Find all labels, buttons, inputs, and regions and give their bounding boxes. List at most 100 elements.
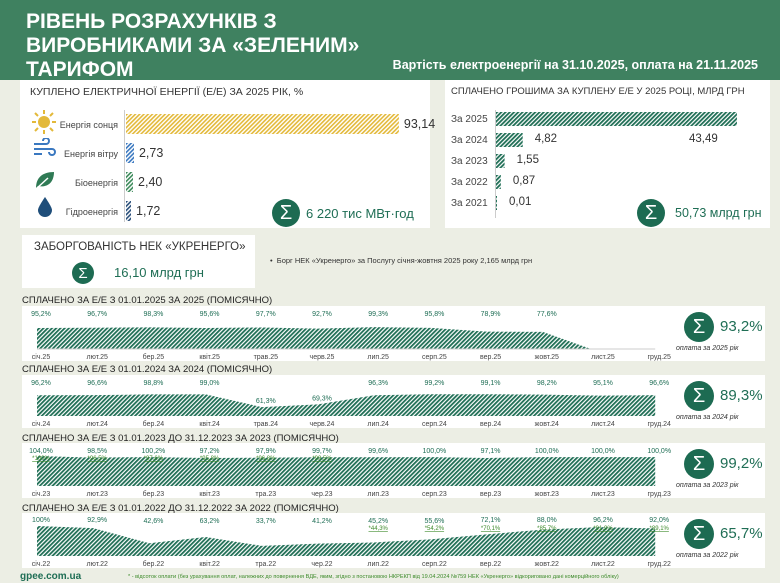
data-label: 45,2% <box>368 518 388 525</box>
area-series <box>37 456 656 486</box>
bar <box>496 112 737 126</box>
data-label: 55,6% <box>424 518 444 525</box>
x-tick-label: жовт.24 <box>535 421 559 428</box>
x-tick-label: груд.25 <box>647 354 671 361</box>
x-tick-label: лют.24 <box>87 421 108 428</box>
x-tick-label: лист.25 <box>591 354 615 361</box>
x-tick-label: лип.22 <box>367 561 389 568</box>
data-label: 95,2% <box>31 311 51 318</box>
bar <box>126 114 399 134</box>
sun-icon <box>32 110 56 139</box>
sum-icon: Σ <box>684 381 714 411</box>
bar-value: 2,73 <box>138 146 164 160</box>
data-label: 63,2% <box>200 518 220 525</box>
area-series <box>37 394 656 416</box>
data-label: 97,1% <box>481 448 501 455</box>
x-tick-label: трав.25 <box>254 354 279 361</box>
category-label: За 2023 <box>451 156 488 167</box>
x-tick-label: чер.23 <box>311 491 332 498</box>
data-label: 61,3% <box>256 398 276 405</box>
data-label: 99,1% <box>481 380 501 387</box>
data-label: 96,2% <box>593 517 613 524</box>
annual-payment-percent: 89,3% <box>720 387 763 404</box>
annual-payment-percent: 65,7% <box>720 525 763 542</box>
leaf-icon <box>34 170 56 195</box>
data-sublabel: *89,1% <box>650 526 670 532</box>
area-chart: січ.23 104,0%*100% лют.23 98,5%*96,5% бер.23… <box>29 448 671 498</box>
annual-payment-caption: оплата за 2024 рік <box>676 414 739 421</box>
water-drop-icon <box>38 197 52 222</box>
category-label: За 2024 <box>451 135 488 146</box>
bar <box>496 196 497 210</box>
bar-value: 1,55 <box>516 154 539 166</box>
data-label: 98,8% <box>143 380 163 387</box>
debt-panel: ЗАБОРГОВАНІСТЬ НЕК «УКРЕНЕРГО» Σ 16,10 м… <box>22 235 255 288</box>
data-label: 98,3% <box>143 311 163 318</box>
data-label: 95,8% <box>424 311 444 318</box>
data-label: 99,2% <box>424 380 444 387</box>
paid-money-title: СПЛАЧЕНО ГРОШИМА ЗА КУПЛЕНУ Е/Е У 2025 Р… <box>451 86 745 97</box>
bar <box>496 154 505 168</box>
x-tick-label: лист.23 <box>591 491 615 498</box>
data-label: 92,0% <box>649 517 669 524</box>
data-sublabel: *97,6% <box>144 456 164 462</box>
data-label: 33,7% <box>256 518 276 525</box>
footer-site[interactable]: gpee.com.ua <box>20 571 82 582</box>
x-tick-label: лип.23 <box>367 491 389 498</box>
x-tick-label: лип.25 <box>367 354 389 361</box>
data-label: 96,3% <box>368 380 388 387</box>
x-tick-label: жовт.23 <box>535 491 559 498</box>
data-sublabel: *91,9% <box>593 526 613 532</box>
data-sublabel: *99,5% <box>312 456 332 462</box>
purchased-total: 6 220 тис МВт·год <box>306 206 414 221</box>
x-tick-label: черв.25 <box>310 354 335 361</box>
data-label: 100,0% <box>535 448 559 455</box>
bar-value: 93,14 <box>403 117 436 131</box>
category-label: За 2022 <box>451 177 488 188</box>
x-tick-label: бер.24 <box>143 420 165 428</box>
x-tick-label: вер.22 <box>480 561 501 568</box>
category-label: Енергія вітру <box>64 149 118 159</box>
data-sublabel: *96,8% <box>256 456 276 462</box>
x-tick-label: вер.25 <box>480 354 501 361</box>
x-tick-label: квіт.25 <box>199 353 220 361</box>
x-tick-label: трав.24 <box>254 421 279 428</box>
x-tick-label: квіт.23 <box>199 490 220 498</box>
area-chart: січ.25 95,2% лют.25 96,7% бер.25 98,3% квіт.25… <box>31 311 671 361</box>
bar-value: 0,87 <box>512 175 536 187</box>
data-sublabel: *96,5% <box>88 456 108 462</box>
header-banner: РІВЕНЬ РОЗРАХУНКІВ З ВИРОБНИКАМИ ЗА «ЗЕЛ… <box>0 0 780 81</box>
bar-value: 2,40 <box>138 175 163 189</box>
bar-value: 1,72 <box>136 204 161 218</box>
data-label: 42,6% <box>143 518 163 525</box>
x-tick-label: жовт.22 <box>535 561 559 568</box>
x-tick-label: серп.23 <box>422 491 447 498</box>
area-series <box>37 526 656 556</box>
sum-icon: Σ <box>684 519 714 549</box>
data-label: 77,6% <box>537 311 557 318</box>
data-label: 104,0% <box>29 448 53 455</box>
category-label: За 2025 <box>451 114 488 125</box>
x-tick-label: груд.23 <box>647 491 671 498</box>
area-series <box>37 327 591 349</box>
bar-value: 4,82 <box>534 133 558 145</box>
data-label: 72,1% <box>481 517 501 524</box>
data-label: 99,0% <box>200 380 220 387</box>
annual-payment-percent: 99,2% <box>720 455 763 472</box>
data-label: 41,2% <box>312 518 332 525</box>
paid-money-total: 50,73 млрд грн <box>675 206 762 220</box>
x-tick-label: груд.22 <box>647 561 671 568</box>
debt-note: • Борг НЕК «Укренерго» за Послугу січня-… <box>270 256 533 265</box>
x-tick-label: бер.23 <box>143 490 165 498</box>
bar <box>126 143 134 163</box>
page-title: РІВЕНЬ РОЗРАХУНКІВ З ВИРОБНИКАМИ ЗА «ЗЕЛ… <box>26 10 360 81</box>
sum-icon: Σ <box>72 262 94 284</box>
annual-payment-caption: оплата за 2023 рік <box>676 482 739 489</box>
area-chart-title: СПЛАЧЕНО ЗА Е/Е З 01.01.2022 ДО 31.12.20… <box>22 503 339 514</box>
data-label: 97,7% <box>256 311 276 318</box>
sum-icon: Σ <box>272 199 300 227</box>
purchased-energy-title: КУПЛЕНО ЕЛЕКТРИЧНОЇ ЕНЕРГІЇ (Е/Е) ЗА 202… <box>30 86 304 98</box>
data-sublabel: *95,8% <box>200 456 220 462</box>
bar <box>126 201 132 221</box>
data-label: 96,6% <box>87 380 107 387</box>
